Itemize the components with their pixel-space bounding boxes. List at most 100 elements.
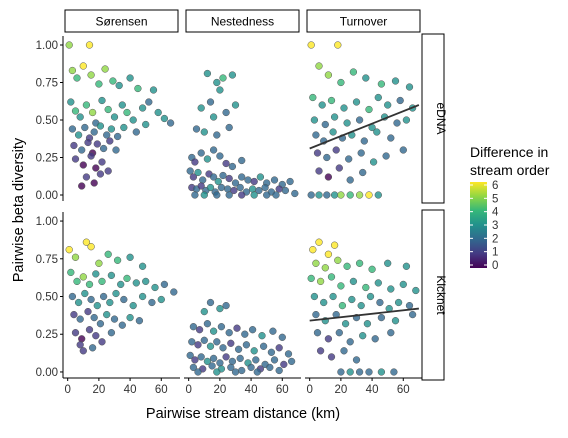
scatter-point <box>222 353 230 361</box>
scatter-point <box>382 152 390 160</box>
scatter-point <box>98 277 106 286</box>
scatter-point <box>324 335 333 343</box>
y-tick-label: 0.75 <box>36 78 58 90</box>
scatter-point <box>74 298 83 307</box>
scatter-point <box>107 329 116 337</box>
scatter-point <box>76 315 84 323</box>
scatter-point <box>142 120 150 129</box>
scatter-point <box>231 101 240 109</box>
scatter-point <box>120 295 128 304</box>
scatter-point <box>335 164 343 172</box>
scatter-point <box>341 320 350 328</box>
scatter-point <box>394 298 403 307</box>
scatter-point <box>241 330 249 338</box>
column-strip <box>64 9 179 33</box>
scatter-point <box>278 333 286 341</box>
x-tick-label: 20 <box>213 384 226 396</box>
scatter-point <box>231 179 240 187</box>
scatter-point <box>355 259 364 267</box>
scatter-point <box>363 320 372 328</box>
scatter-point <box>228 162 237 171</box>
scatter-point <box>338 301 347 310</box>
scatter-point <box>70 141 78 150</box>
legend-tick-label: 2 <box>492 233 498 245</box>
y-tick-label: 0.25 <box>36 329 58 341</box>
scatter-point <box>216 86 224 94</box>
scatter-point <box>334 41 342 49</box>
scatter-point <box>396 96 404 105</box>
scatter-point <box>68 125 77 133</box>
y-tick-label: 0.75 <box>36 254 58 266</box>
scatter-point <box>315 167 323 175</box>
legend-ticks: 01 234 56 <box>470 180 499 272</box>
scatter-point <box>286 177 294 186</box>
scatter-point <box>250 347 258 355</box>
scatter-point <box>191 191 199 199</box>
scatter-point <box>242 341 251 349</box>
scatter-point <box>197 149 205 157</box>
scatter-point <box>132 128 140 136</box>
scatter-point <box>213 191 221 199</box>
scatter-point <box>82 238 91 246</box>
scatter-point <box>355 116 364 124</box>
scatter-point <box>88 108 97 117</box>
scatter-point <box>405 301 414 310</box>
scatter-point <box>384 101 392 109</box>
scatter-point <box>337 78 345 87</box>
scatter-point <box>65 246 73 254</box>
scatter-point <box>287 357 296 366</box>
scatter-point <box>230 186 238 195</box>
scatter-point <box>225 191 233 199</box>
scatter-point <box>275 185 283 193</box>
scatter-point <box>71 107 80 115</box>
scatter-point <box>107 271 116 280</box>
legend-tick-label: 5 <box>492 193 498 205</box>
scatter-point <box>71 155 80 163</box>
scatter-point <box>81 123 89 132</box>
scatter-point <box>225 174 233 183</box>
panel-kicknet-1 <box>186 298 296 376</box>
scatter-point <box>227 339 235 347</box>
scatter-point <box>330 191 339 199</box>
scatter-point <box>82 173 91 181</box>
scatter-point <box>329 128 337 136</box>
trend-line <box>309 307 419 322</box>
scatter-point <box>399 146 407 154</box>
legend-tick-label: 4 <box>492 207 499 219</box>
x-tick-label: 20 <box>92 384 105 396</box>
legend-title-line-1: Difference in <box>470 144 548 160</box>
scatter-point <box>126 253 134 261</box>
scatter-point <box>309 246 317 254</box>
scatter-point <box>214 177 222 186</box>
scatter-point <box>327 273 336 281</box>
scatter-point <box>387 285 395 293</box>
scatter-point <box>222 301 230 310</box>
scatter-point <box>384 259 392 267</box>
scatter-point <box>321 120 329 129</box>
scatter-point <box>256 173 265 181</box>
scatter-point <box>160 280 169 289</box>
x-tick-label: 40 <box>124 384 137 396</box>
scatter-point <box>236 183 244 192</box>
legend-tick-label: 0 <box>492 260 498 272</box>
scatter-point <box>313 149 322 157</box>
scatter-point <box>330 113 339 121</box>
scatter-point <box>110 315 119 323</box>
scatter-point <box>67 268 75 277</box>
scatter-point <box>78 146 86 154</box>
scatter-point <box>393 119 401 127</box>
scatter-point <box>320 298 328 307</box>
scatter-point <box>109 77 117 85</box>
scatter-point <box>98 96 106 105</box>
scatter-point <box>123 108 131 117</box>
scatter-point <box>81 289 89 298</box>
scatter-point <box>312 259 320 267</box>
legend-tick-label: 3 <box>492 220 498 232</box>
scatter-point <box>310 292 319 301</box>
scatter-point <box>399 280 407 289</box>
scatter-point <box>291 189 299 198</box>
scatter-point <box>76 341 84 349</box>
scatter-point <box>95 259 103 267</box>
scatter-point <box>82 101 91 109</box>
scatter-point <box>129 116 137 124</box>
